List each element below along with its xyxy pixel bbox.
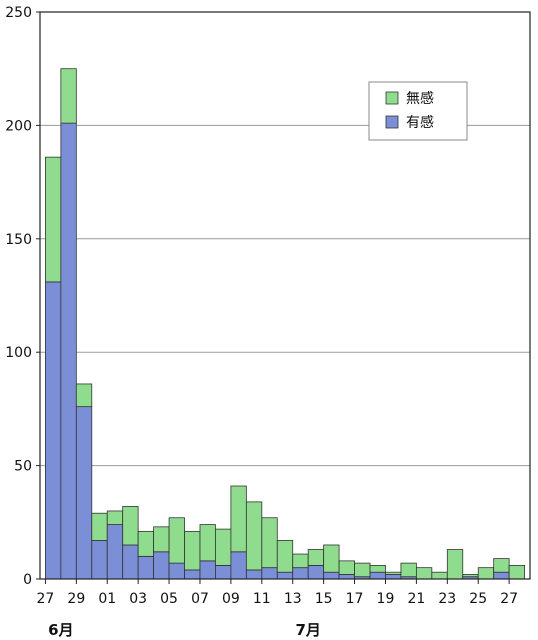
x-tick-label: 17 (346, 591, 364, 607)
legend-swatch (385, 115, 399, 129)
bar-unfelt (446, 549, 464, 580)
bar-unfelt (199, 524, 216, 562)
bars (45, 68, 525, 580)
x-axis-ticks: 27 29 01 03 05 07 09 11 13 15 17 19 21 23 25 27 (36, 579, 518, 607)
plot-frame (39, 11, 531, 580)
bar-felt (307, 564, 325, 580)
bar-felt (369, 571, 386, 580)
bar-unfelt (508, 564, 525, 580)
bar-felt (230, 551, 247, 580)
bar-unfelt (323, 544, 340, 573)
bar-unfelt (168, 517, 185, 564)
y-tick-label: 200 (5, 118, 32, 134)
bar-unfelt (60, 68, 77, 124)
bar-unfelt (184, 530, 201, 571)
bar-unfelt (415, 567, 433, 580)
bar-unfelt (245, 501, 263, 571)
bar-unfelt (230, 485, 247, 553)
bar-unfelt (307, 549, 325, 566)
bar-felt (493, 571, 510, 580)
month-labels: 6月 7月 (48, 621, 321, 639)
month-label: 6月 (48, 621, 73, 639)
x-tick-label: 05 (160, 591, 178, 607)
x-tick-label: 01 (98, 591, 116, 607)
bar-unfelt (338, 560, 355, 575)
bar-felt (215, 564, 232, 580)
bar-felt (261, 567, 278, 580)
bar-unfelt (153, 526, 170, 553)
y-axis-ticks: 0 50 100 150 200 250 (5, 5, 40, 588)
bar-unfelt (292, 553, 309, 569)
bar-unfelt (91, 512, 108, 541)
bar-felt (385, 574, 402, 580)
x-tick-label: 13 (284, 591, 302, 607)
bar-unfelt (261, 517, 278, 569)
bar-felt (137, 555, 155, 580)
bar-unfelt (462, 574, 479, 578)
bar-unfelt (431, 571, 448, 580)
legend-box (368, 81, 468, 141)
x-tick-label: 25 (469, 591, 487, 607)
x-tick-label: 27 (36, 591, 54, 607)
bar-felt (245, 569, 263, 580)
bar-felt (91, 540, 108, 580)
x-tick-label: 15 (315, 591, 333, 607)
x-tick-label: 23 (438, 591, 456, 607)
bar-felt (292, 567, 309, 580)
month-label: 7月 (295, 621, 320, 639)
bar-felt (106, 524, 124, 580)
bar-felt (45, 281, 62, 580)
legend-label: 有感 (406, 114, 434, 131)
x-tick-label: 11 (253, 591, 271, 607)
x-tick-label: 21 (407, 591, 425, 607)
x-tick-label: 27 (500, 591, 518, 607)
bar-unfelt (477, 567, 495, 580)
bar-felt (60, 122, 77, 580)
bar-unfelt (106, 510, 124, 525)
bar-unfelt (369, 564, 386, 573)
legend-label: 無感 (406, 90, 434, 107)
bar-unfelt (122, 506, 139, 546)
bar-felt (199, 560, 216, 580)
y-tick-label: 150 (5, 232, 32, 248)
bar-unfelt (215, 528, 232, 566)
bar-unfelt (400, 562, 417, 578)
bar-felt (323, 571, 340, 580)
bar-felt (153, 551, 170, 580)
bar-felt (338, 574, 355, 580)
bar-felt (184, 569, 201, 580)
bar-unfelt (276, 540, 294, 573)
y-tick-label: 0 (23, 572, 32, 588)
bar-unfelt (493, 558, 510, 573)
gridlines (40, 124, 530, 467)
x-tick-label: 29 (67, 591, 85, 607)
bar-unfelt (75, 383, 93, 408)
legend-swatch (385, 91, 399, 105)
x-tick-label: 03 (129, 591, 147, 607)
bar-felt (75, 406, 93, 580)
bar-felt (276, 571, 294, 580)
x-tick-label: 07 (191, 591, 209, 607)
bar-unfelt (137, 530, 155, 557)
y-tick-label: 100 (5, 345, 32, 361)
x-tick-label: 09 (222, 591, 240, 607)
bar-unfelt (385, 571, 402, 575)
bar-felt (168, 562, 185, 580)
bar-unfelt (354, 562, 371, 578)
x-tick-label: 19 (377, 591, 395, 607)
bar-felt (122, 544, 139, 580)
bar-unfelt (45, 156, 62, 283)
y-tick-label: 50 (14, 459, 32, 475)
y-tick-label: 250 (5, 5, 32, 21)
